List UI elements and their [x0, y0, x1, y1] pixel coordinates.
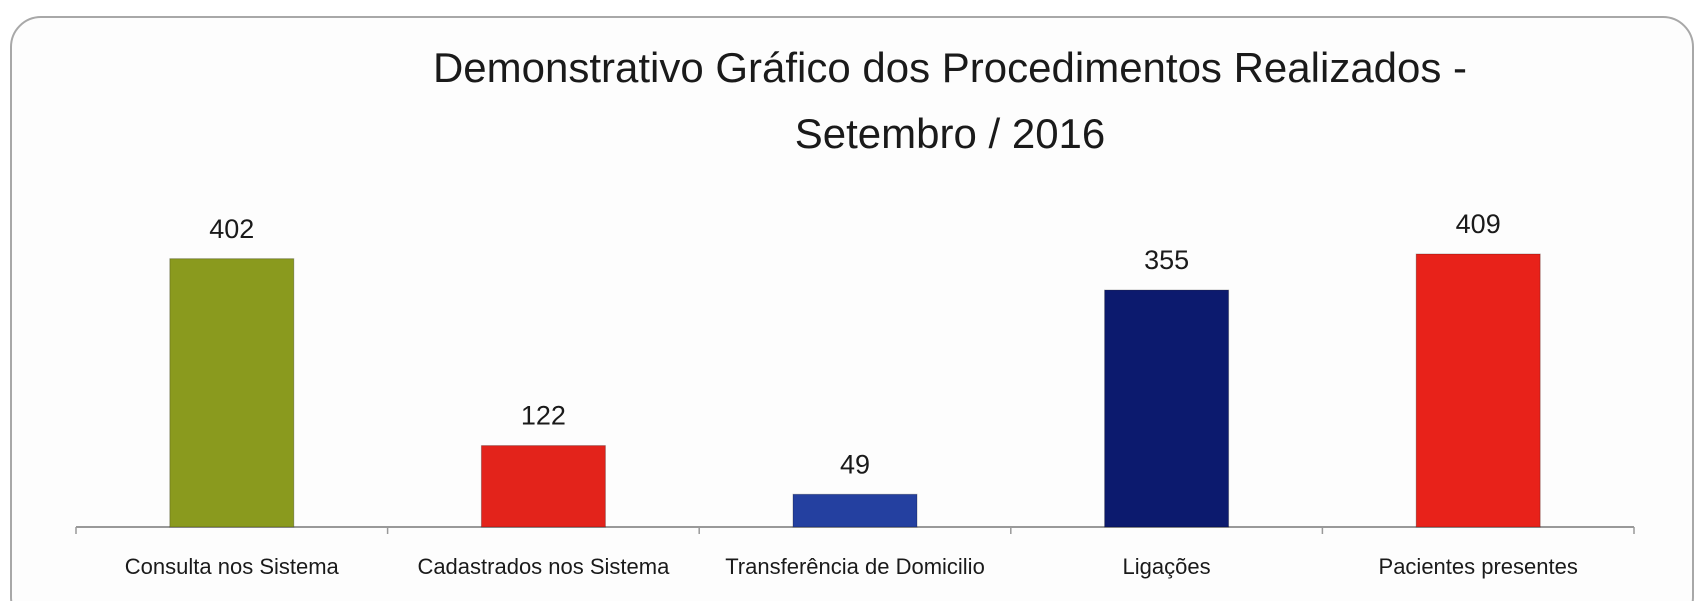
chart-title: Setembro / 2016 — [795, 110, 1106, 157]
chart-title: Demonstrativo Gráfico dos Procedimentos … — [433, 44, 1467, 91]
x-tick-label: Consulta nos Sistema — [125, 554, 340, 579]
bar — [1104, 289, 1230, 528]
value-label: 49 — [840, 449, 870, 479]
bar — [169, 258, 295, 528]
value-label: 402 — [209, 214, 254, 244]
x-tick-label: Transferência de Domicilio — [725, 554, 985, 579]
value-label: 355 — [1144, 245, 1189, 275]
bar — [480, 445, 606, 528]
x-tick-label: Pacientes presentes — [1379, 554, 1578, 579]
x-tick-label: Cadastrados nos Sistema — [417, 554, 670, 579]
bar — [1415, 253, 1541, 528]
bar — [792, 493, 918, 528]
chart-frame — [10, 16, 1694, 601]
x-tick-label: Ligações — [1123, 554, 1211, 579]
value-label: 122 — [521, 401, 566, 431]
value-label: 409 — [1456, 209, 1501, 239]
